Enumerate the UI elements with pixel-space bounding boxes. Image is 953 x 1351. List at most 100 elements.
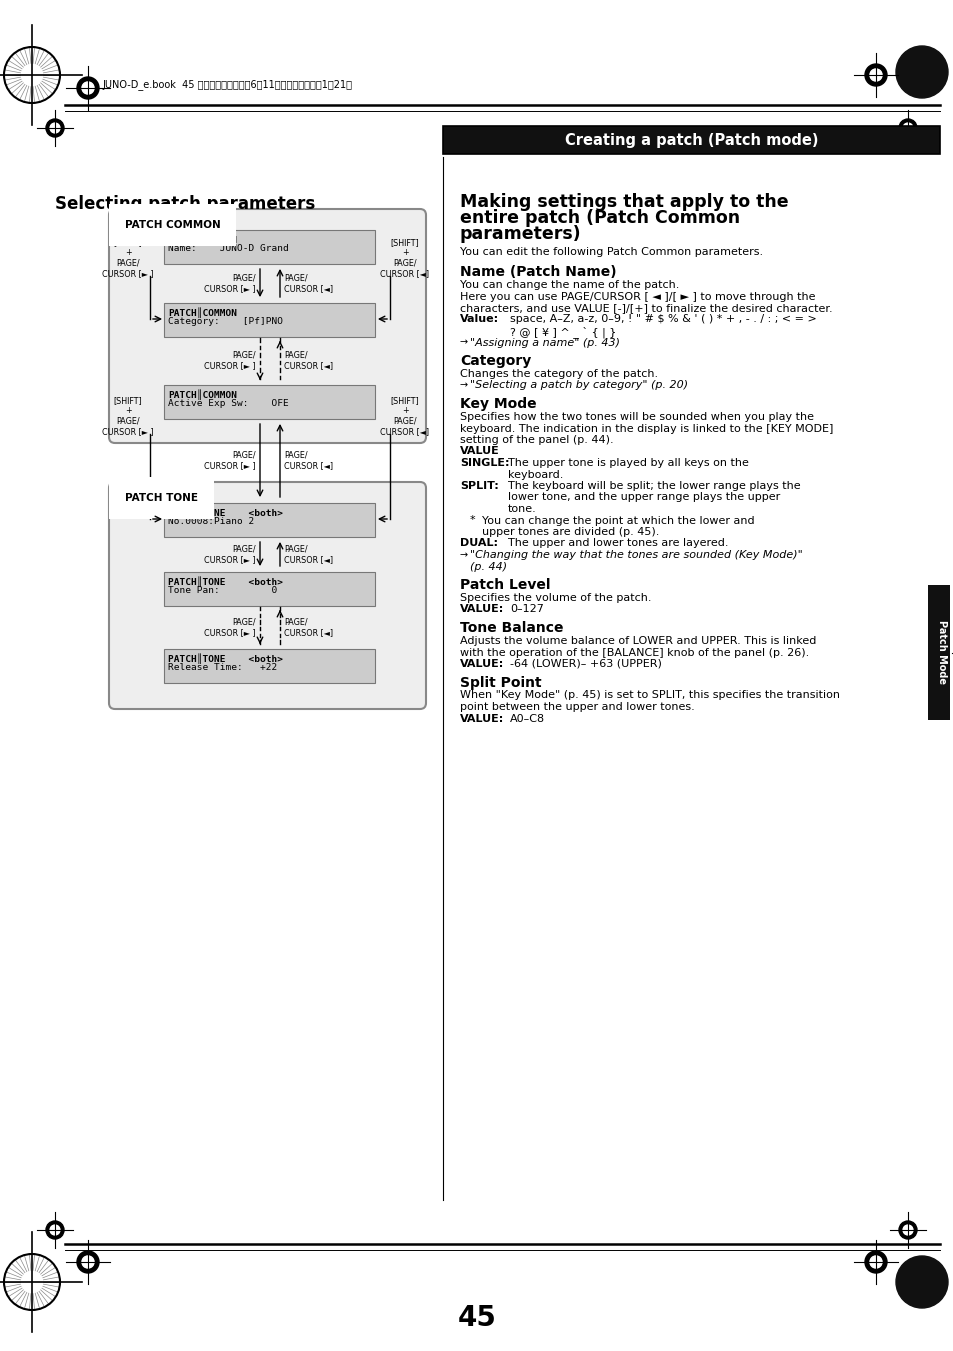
Text: Here you can use PAGE/CURSOR [ ◄ ]/[ ► ] to move through the: Here you can use PAGE/CURSOR [ ◄ ]/[ ► ]… xyxy=(459,292,815,301)
Text: PAGE/
CURSOR [► ]: PAGE/ CURSOR [► ] xyxy=(204,617,255,636)
Text: "Assigning a name" (p. 43): "Assigning a name" (p. 43) xyxy=(470,338,619,347)
Text: [SHIFT]
+
PAGE/
CURSOR [◄]: [SHIFT] + PAGE/ CURSOR [◄] xyxy=(380,238,429,278)
Text: 45: 45 xyxy=(457,1304,496,1332)
Circle shape xyxy=(864,63,886,86)
Text: PATCH║TONE    <both>: PATCH║TONE <both> xyxy=(168,507,283,517)
Text: tone.: tone. xyxy=(507,504,537,513)
Text: *: * xyxy=(470,516,476,526)
Circle shape xyxy=(77,77,99,99)
Text: PAGE/
CURSOR [► ]: PAGE/ CURSOR [► ] xyxy=(204,273,255,293)
Text: VALUE: VALUE xyxy=(459,446,499,457)
Text: PAGE/
CURSOR [► ]: PAGE/ CURSOR [► ] xyxy=(204,544,255,563)
Circle shape xyxy=(864,1251,886,1273)
Text: keyboard.: keyboard. xyxy=(507,470,563,480)
Text: PATCH║TONE    <both>: PATCH║TONE <both> xyxy=(168,653,283,663)
Text: JUNO-D_e.book  45 ページ　２００４年6月11日　金曜日　午後1時21分: JUNO-D_e.book 45 ページ ２００４年6月11日 金曜日 午後1時… xyxy=(102,80,352,91)
FancyBboxPatch shape xyxy=(442,126,939,154)
Text: Patch Level: Patch Level xyxy=(459,578,550,592)
Text: Release Time:   +22: Release Time: +22 xyxy=(168,663,277,671)
FancyBboxPatch shape xyxy=(164,648,375,682)
Text: No.0008:Piano 2: No.0008:Piano 2 xyxy=(168,517,254,526)
FancyBboxPatch shape xyxy=(164,503,375,536)
Text: The upper and lower tones are layered.: The upper and lower tones are layered. xyxy=(507,539,728,549)
Text: Category: Category xyxy=(459,354,531,367)
Text: When "Key Mode" (p. 45) is set to SPLIT, this specifies the transition: When "Key Mode" (p. 45) is set to SPLIT,… xyxy=(459,690,840,701)
Text: -64 (LOWER)– +63 (UPPER): -64 (LOWER)– +63 (UPPER) xyxy=(510,659,661,669)
Text: characters, and use VALUE [-]/[+] to finalize the desired character.: characters, and use VALUE [-]/[+] to fin… xyxy=(459,303,832,313)
Text: "Selecting a patch by category" (p. 20): "Selecting a patch by category" (p. 20) xyxy=(470,381,687,390)
Text: The upper tone is played by all keys on the: The upper tone is played by all keys on … xyxy=(507,458,748,467)
Text: keyboard. The indication in the display is linked to the [KEY MODE]: keyboard. The indication in the display … xyxy=(459,423,833,434)
Text: 0–127: 0–127 xyxy=(510,604,543,615)
Text: You can edit the following Patch Common parameters.: You can edit the following Patch Common … xyxy=(459,247,762,257)
Circle shape xyxy=(895,1256,947,1308)
Text: →: → xyxy=(459,338,468,347)
Text: Tone Balance: Tone Balance xyxy=(459,621,563,635)
FancyBboxPatch shape xyxy=(109,209,426,443)
FancyBboxPatch shape xyxy=(164,385,375,419)
Text: You can change the name of the patch.: You can change the name of the patch. xyxy=(459,280,679,290)
Text: Adjusts the volume balance of LOWER and UPPER. This is linked: Adjusts the volume balance of LOWER and … xyxy=(459,636,816,646)
Text: [SHIFT]
+
PAGE/
CURSOR [◄]: [SHIFT] + PAGE/ CURSOR [◄] xyxy=(380,396,429,436)
Circle shape xyxy=(21,65,43,85)
Text: PAGE/
CURSOR [◄]: PAGE/ CURSOR [◄] xyxy=(284,617,333,636)
Circle shape xyxy=(50,1225,60,1235)
Text: →: → xyxy=(459,550,468,561)
Text: lower tone, and the upper range plays the upper: lower tone, and the upper range plays th… xyxy=(507,493,780,503)
Text: Key Mode: Key Mode xyxy=(459,397,536,411)
Text: PATCH COMMON: PATCH COMMON xyxy=(125,220,220,230)
Text: (p. 44): (p. 44) xyxy=(470,562,507,571)
Text: A0–C8: A0–C8 xyxy=(510,713,544,724)
Text: The keyboard will be split; the lower range plays the: The keyboard will be split; the lower ra… xyxy=(507,481,800,490)
Circle shape xyxy=(46,1221,64,1239)
Text: Creating a patch (Patch mode): Creating a patch (Patch mode) xyxy=(564,132,818,147)
Text: Selecting patch parameters: Selecting patch parameters xyxy=(55,195,314,213)
Text: PAGE/
CURSOR [► ]: PAGE/ CURSOR [► ] xyxy=(204,351,255,370)
Circle shape xyxy=(902,123,912,132)
Text: Making settings that apply to the: Making settings that apply to the xyxy=(459,193,788,211)
Text: Patch Mode: Patch Mode xyxy=(936,620,946,685)
Text: space, A–Z, a-z, 0–9, ! " # $ % & ' ( ) * + , - . / : ; < = >: space, A–Z, a-z, 0–9, ! " # $ % & ' ( ) … xyxy=(510,315,816,324)
Text: SPLIT:: SPLIT: xyxy=(459,481,498,490)
Text: PAGE/
CURSOR [◄]: PAGE/ CURSOR [◄] xyxy=(284,451,333,470)
Text: setting of the panel (p. 44).: setting of the panel (p. 44). xyxy=(459,435,613,444)
Circle shape xyxy=(77,1251,99,1273)
Text: SINGLE:: SINGLE: xyxy=(459,458,509,467)
Circle shape xyxy=(869,69,882,81)
Text: Name:    JUNO-D Grand: Name: JUNO-D Grand xyxy=(168,245,289,253)
Text: Tone Pan:         0: Tone Pan: 0 xyxy=(168,586,277,594)
Text: PATCH TONE: PATCH TONE xyxy=(125,493,198,503)
Text: →: → xyxy=(459,381,468,390)
Text: Value:: Value: xyxy=(459,315,498,324)
Circle shape xyxy=(869,1256,882,1269)
Text: [SHIFT]
+
PAGE/
CURSOR [► ]: [SHIFT] + PAGE/ CURSOR [► ] xyxy=(102,396,153,436)
Text: You can change the point at which the lower and: You can change the point at which the lo… xyxy=(481,516,754,526)
Text: entire patch (Patch Common: entire patch (Patch Common xyxy=(459,209,740,227)
Text: with the operation of the [BALANCE] knob of the panel (p. 26).: with the operation of the [BALANCE] knob… xyxy=(459,647,808,658)
Circle shape xyxy=(895,46,947,99)
Text: [SHIFT]
+
PAGE/
CURSOR [► ]: [SHIFT] + PAGE/ CURSOR [► ] xyxy=(102,238,153,278)
FancyBboxPatch shape xyxy=(927,585,949,720)
FancyBboxPatch shape xyxy=(109,482,426,709)
Circle shape xyxy=(898,1221,916,1239)
Text: VALUE:: VALUE: xyxy=(459,713,504,724)
Circle shape xyxy=(82,82,94,95)
Text: parameters): parameters) xyxy=(459,226,581,243)
Text: Name (Patch Name): Name (Patch Name) xyxy=(459,265,616,280)
Text: Changes the category of the patch.: Changes the category of the patch. xyxy=(459,369,658,380)
Circle shape xyxy=(898,119,916,136)
Text: Split Point: Split Point xyxy=(459,676,541,689)
Text: DUAL:: DUAL: xyxy=(459,539,497,549)
FancyBboxPatch shape xyxy=(164,230,375,263)
Text: upper tones are divided (p. 45).: upper tones are divided (p. 45). xyxy=(481,527,659,536)
Circle shape xyxy=(50,123,60,132)
Circle shape xyxy=(46,119,64,136)
Text: VALUE:: VALUE: xyxy=(459,659,504,669)
Text: PAGE/
CURSOR [◄]: PAGE/ CURSOR [◄] xyxy=(284,273,333,293)
FancyBboxPatch shape xyxy=(164,303,375,336)
Text: PAGE/
CURSOR [► ]: PAGE/ CURSOR [► ] xyxy=(204,451,255,470)
Text: PAGE/
CURSOR [◄]: PAGE/ CURSOR [◄] xyxy=(284,351,333,370)
Circle shape xyxy=(82,1256,94,1269)
Text: point between the upper and lower tones.: point between the upper and lower tones. xyxy=(459,703,694,712)
Text: Category:    [Pf]PNO: Category: [Pf]PNO xyxy=(168,317,283,326)
